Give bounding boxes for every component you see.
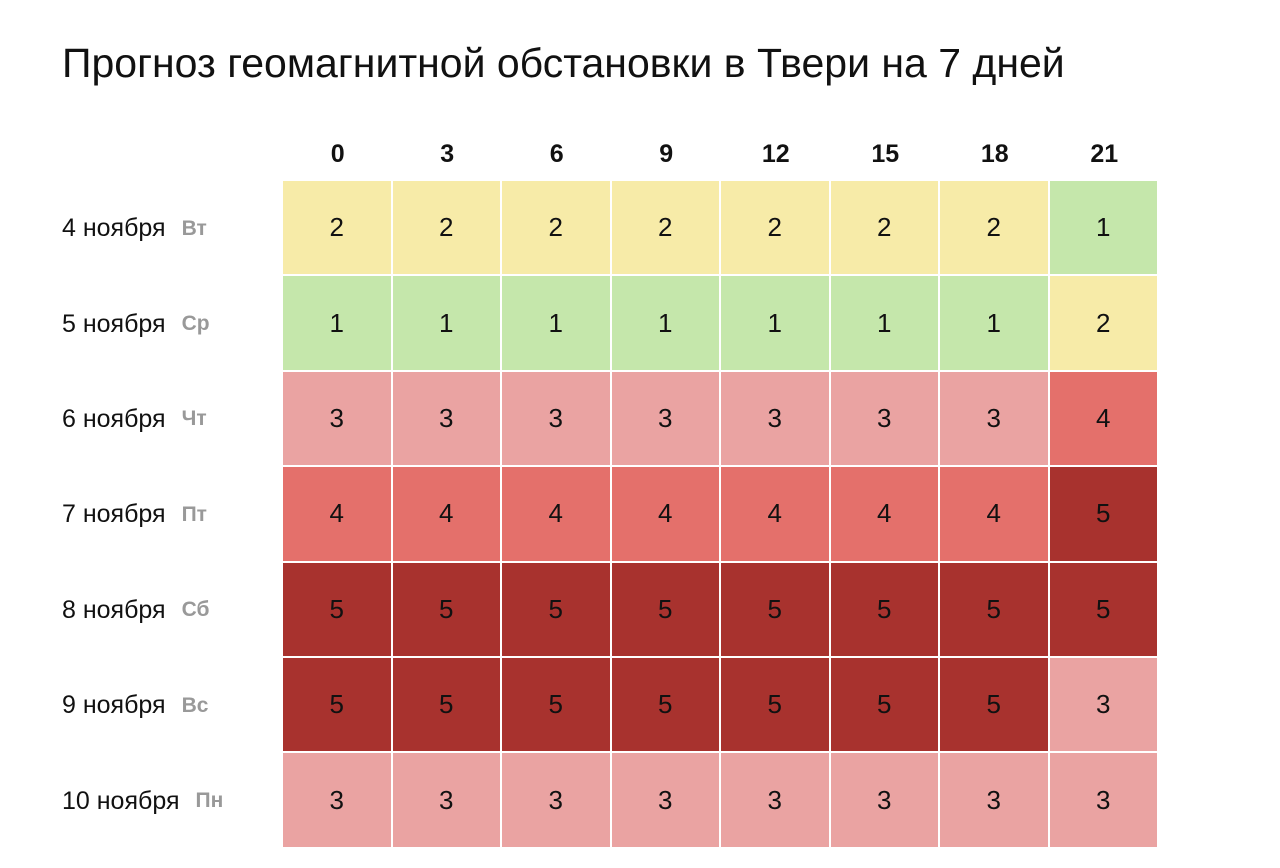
row-weekday: Чт <box>181 407 207 431</box>
row-label: 7 ноября Пт <box>62 467 207 562</box>
heatmap-cell: 5 <box>611 562 721 658</box>
row-weekday: Ср <box>181 312 210 336</box>
row-label: 8 ноября Сб <box>62 563 209 658</box>
heatmap-cell: 5 <box>830 658 940 754</box>
heatmap-cell: 4 <box>502 467 612 563</box>
heatmap-cell: 2 <box>611 181 721 277</box>
column-header: 6 <box>549 140 564 168</box>
row-label: 9 ноября Вс <box>62 658 208 753</box>
row-weekday: Пт <box>181 502 207 526</box>
column-header: 15 <box>871 140 900 168</box>
heatmap-cell: 1 <box>940 276 1050 372</box>
heatmap-cell: 5 <box>611 658 721 754</box>
row-date: 5 ноября <box>62 309 166 338</box>
heatmap-cell: 4 <box>940 467 1050 563</box>
heatmap-cell: 5 <box>392 658 502 754</box>
heatmap-cell: 2 <box>721 181 831 277</box>
row-weekday: Вс <box>181 693 209 717</box>
heatmap-cell: 1 <box>1049 181 1159 277</box>
heatmap-cell: 5 <box>502 658 612 754</box>
heatmap-cell: 4 <box>721 467 831 563</box>
row-date: 9 ноября <box>62 691 166 720</box>
heatmap-cell: 1 <box>283 276 393 372</box>
heatmap-cell: 1 <box>392 276 502 372</box>
heatmap-cell: 3 <box>502 371 612 468</box>
heatmap-cell: 2 <box>940 181 1050 277</box>
heatmap-cell: 3 <box>611 753 721 849</box>
heatmap-cell: 5 <box>502 562 612 658</box>
heatmap-cell: 4 <box>1049 371 1159 468</box>
column-header: 18 <box>980 140 1009 168</box>
heatmap-cell: 3 <box>502 753 612 849</box>
column-header: 3 <box>440 140 455 168</box>
column-header: 9 <box>659 140 674 168</box>
heatmap-cell: 3 <box>1049 658 1159 754</box>
heatmap-cell: 5 <box>1049 467 1159 563</box>
row-date: 10 ноября <box>62 786 180 815</box>
heatmap-cell: 5 <box>940 562 1050 658</box>
row-date: 7 ноября <box>62 500 166 529</box>
heatmap-cell: 2 <box>830 181 940 277</box>
row-weekday: Вт <box>181 216 207 240</box>
heatmap-cell: 3 <box>283 753 393 849</box>
heatmap-cell: 1 <box>721 276 831 372</box>
heatmap-cell: 1 <box>611 276 721 372</box>
heatmap-cell: 3 <box>940 371 1050 468</box>
heatmap-cell: 3 <box>392 753 502 849</box>
heatmap-cell: 3 <box>940 753 1050 849</box>
row-label: 10 ноября Пн <box>62 753 223 848</box>
heatmap-cell: 5 <box>721 562 831 658</box>
heatmap-cell: 3 <box>830 371 940 468</box>
row-date: 8 ноября <box>62 595 166 624</box>
heatmap-cell: 2 <box>502 181 612 277</box>
heatmap-cell: 2 <box>1049 276 1159 372</box>
column-header: 12 <box>761 140 790 168</box>
row-weekday: Сб <box>181 598 210 622</box>
heatmap-cell: 2 <box>392 181 502 277</box>
heatmap-cell: 5 <box>1049 562 1159 658</box>
row-label: 5 ноября Ср <box>62 276 210 371</box>
row-date: 4 ноября <box>62 214 166 243</box>
heatmap-cell: 1 <box>830 276 940 372</box>
heatmap-cell: 3 <box>1049 753 1159 849</box>
heatmap-cell: 3 <box>283 371 393 468</box>
chart-title: Прогноз геомагнитной обстановки в Твери … <box>62 40 1065 86</box>
row-label: 6 ноября Чт <box>62 372 207 467</box>
column-header: 21 <box>1090 140 1119 168</box>
heatmap-cell: 4 <box>830 467 940 563</box>
row-weekday: Пн <box>195 789 224 813</box>
heatmap-cell: 2 <box>283 181 393 277</box>
column-header: 0 <box>330 140 345 168</box>
heatmap-cell: 4 <box>283 467 393 563</box>
heatmap-cell: 4 <box>611 467 721 563</box>
heatmap-cell: 5 <box>830 562 940 658</box>
heatmap-cell: 5 <box>940 658 1050 754</box>
heatmap-cell: 3 <box>392 371 502 468</box>
heatmap-cell: 5 <box>283 658 393 754</box>
heatmap-cell: 3 <box>721 371 831 468</box>
heatmap-cell: 5 <box>721 658 831 754</box>
heatmap-cell: 5 <box>283 562 393 658</box>
row-label: 4 ноября Вт <box>62 181 207 276</box>
row-date: 6 ноября <box>62 404 166 433</box>
heatmap-cell: 3 <box>611 371 721 468</box>
heatmap-cell: 4 <box>392 467 502 563</box>
heatmap-cell: 3 <box>721 753 831 849</box>
heatmap-cell: 3 <box>830 753 940 849</box>
heatmap-cell: 1 <box>502 276 612 372</box>
heatmap-cell: 5 <box>392 562 502 658</box>
